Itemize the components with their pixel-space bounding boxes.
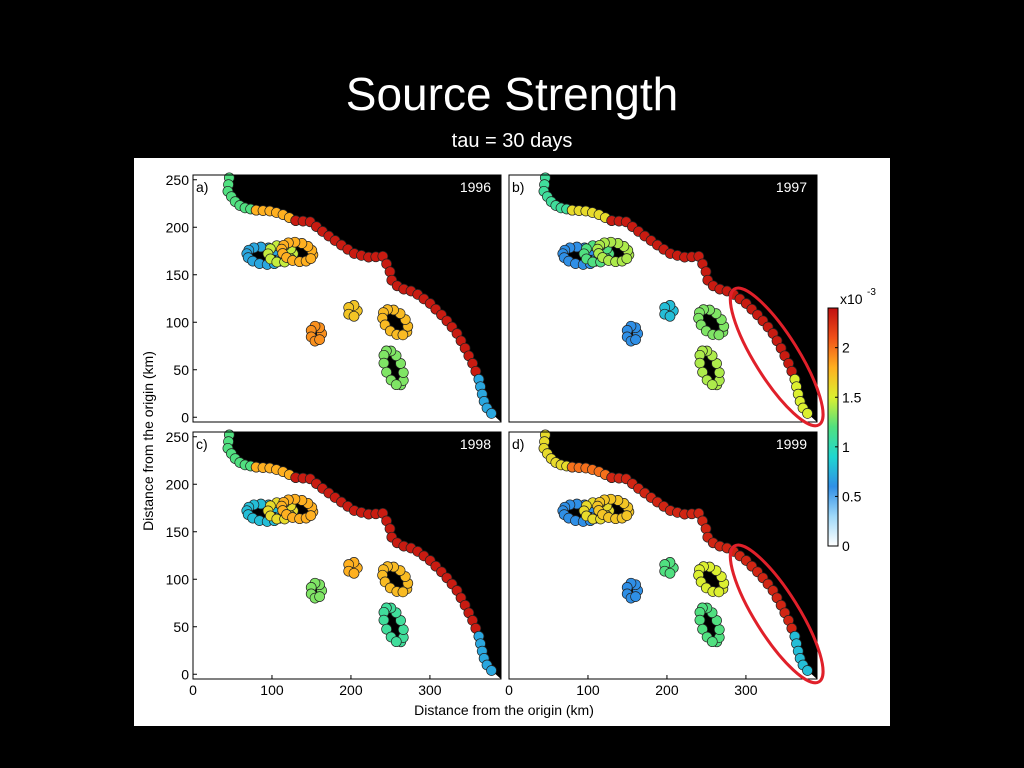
x-tick-label: 200	[339, 682, 363, 698]
source-point	[314, 591, 325, 602]
source-point	[713, 329, 725, 341]
panel-frame	[192, 174, 502, 423]
y-tick-label: 50	[173, 619, 189, 635]
colorbar-tick-label: 1	[842, 439, 850, 455]
source-point	[802, 408, 813, 419]
source-point	[314, 334, 325, 345]
panel-1999: d) 1999 0 100 200 300	[505, 429, 818, 698]
source-point	[706, 379, 718, 391]
y-tick-label: 100	[166, 314, 190, 330]
slide-title: Source Strength	[345, 68, 679, 120]
source-point	[713, 586, 725, 598]
source-point	[664, 310, 676, 322]
island-interior	[699, 350, 720, 385]
land-mass	[543, 432, 817, 679]
colorbar-tick-label: 0	[842, 538, 850, 554]
panel-label: c)	[196, 436, 208, 452]
source-point	[305, 510, 317, 521]
x-tick-label: 300	[418, 682, 442, 698]
island-interior	[383, 607, 404, 642]
source-point	[802, 665, 813, 676]
x-tick-label: 300	[734, 682, 758, 698]
y-tick-label: 200	[166, 476, 190, 492]
y-tick-label: 200	[166, 219, 190, 235]
colorbar-exponent: -3	[867, 287, 876, 298]
panel-frame	[192, 431, 502, 680]
highlight-ellipse	[728, 286, 825, 428]
y-tick-label: 250	[166, 429, 190, 445]
x-tick-label: 0	[189, 682, 197, 698]
source-point	[713, 367, 725, 378]
y-tick-label: 0	[181, 409, 189, 425]
x-tick-label: 100	[576, 682, 600, 698]
colorbar-multiplier: x10	[840, 291, 863, 307]
panel-frame	[508, 174, 818, 423]
source-point	[694, 357, 706, 369]
x-tick-label: 200	[655, 682, 679, 698]
panel-year: 1997	[776, 179, 807, 195]
x-tick-label: 0	[505, 682, 513, 698]
x-tick-label: 100	[260, 682, 284, 698]
source-point	[713, 624, 725, 635]
colorbar-gradient	[827, 307, 839, 547]
y-tick-label: 0	[181, 666, 189, 682]
source-point	[390, 636, 402, 648]
colorbar: 0 0.5 1 1.5 2 x10 -3	[827, 287, 876, 554]
source-point	[305, 253, 317, 264]
island-interior	[383, 350, 404, 385]
x-axis-label: Distance from the origin (km)	[414, 702, 594, 718]
island-interior	[699, 607, 720, 642]
source-point	[390, 379, 402, 391]
panel-label: b)	[512, 179, 524, 195]
source-point	[630, 334, 641, 345]
highlight-ellipse	[728, 543, 825, 685]
source-point	[694, 614, 706, 626]
y-tick-label: 150	[166, 267, 190, 283]
panel-year: 1999	[776, 436, 807, 452]
y-tick-label: 150	[166, 524, 190, 540]
source-point	[378, 614, 390, 626]
source-point	[486, 408, 497, 419]
slide-subtitle: tau = 30 days	[451, 130, 573, 152]
y-tick-label: 100	[166, 571, 190, 587]
source-point	[348, 310, 360, 322]
y-axis-label: Distance from the origin (km)	[140, 351, 156, 531]
panel-1998: c) 1998 0 50 100 150 200 250 0 100 200 300	[166, 429, 502, 698]
source-point	[706, 636, 718, 648]
land-mass	[543, 175, 817, 422]
source-point	[397, 586, 409, 598]
colorbar-tick-label: 2	[842, 340, 850, 356]
y-tick-label: 50	[173, 362, 189, 378]
y-tick-label: 250	[166, 172, 190, 188]
source-point	[397, 329, 409, 341]
panel-year: 1996	[460, 179, 491, 195]
land-mass	[227, 175, 501, 422]
panel-1996: a) 1996 0 50 100 150 200 250	[166, 172, 502, 425]
panel-1997: b) 1997	[508, 172, 818, 423]
colorbar-tick-label: 0.5	[842, 488, 862, 504]
source-point	[621, 510, 633, 521]
source-point	[397, 367, 409, 378]
coastline-source-strength-figure: Distance from the origin (km) Distance f…	[140, 172, 876, 718]
land-mass	[227, 432, 501, 679]
panel-year: 1998	[460, 436, 491, 452]
source-point	[664, 567, 676, 579]
source-point	[630, 591, 641, 602]
panel-frame	[508, 431, 818, 680]
panel-label: a)	[196, 179, 208, 195]
figure-panel: Distance from the origin (km) Distance f…	[134, 158, 890, 726]
panel-label: d)	[512, 436, 524, 452]
source-point	[397, 624, 409, 635]
colorbar-tick-label: 1.5	[842, 389, 862, 405]
source-point	[486, 665, 497, 676]
source-point	[348, 567, 360, 579]
source-point	[378, 357, 390, 369]
source-point	[621, 253, 633, 264]
